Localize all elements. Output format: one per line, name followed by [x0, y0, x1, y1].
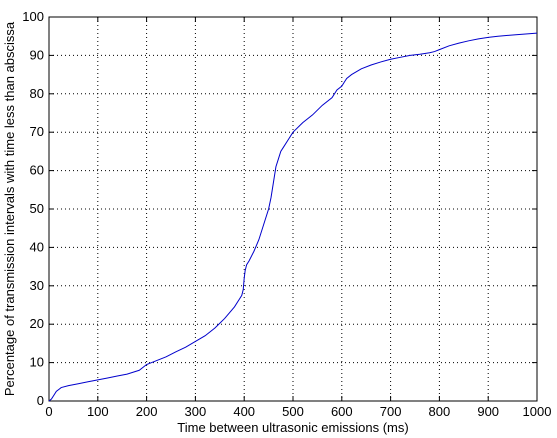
- x-tick-label: 0: [45, 404, 52, 419]
- y-tick-label: 20: [30, 316, 44, 331]
- x-tick-label: 800: [429, 404, 451, 419]
- y-tick-label: 40: [30, 239, 44, 254]
- y-tick-label: 100: [22, 9, 44, 24]
- x-tick-label: 1000: [523, 404, 552, 419]
- x-tick-label: 100: [87, 404, 109, 419]
- series-line: [48, 32, 538, 402]
- x-axis-label: Time between ultrasonic emissions (ms): [177, 420, 408, 435]
- x-tick-label: 400: [233, 404, 255, 419]
- x-tick-label: 300: [185, 404, 207, 419]
- y-tick-label: 0: [37, 393, 44, 408]
- y-tick-labels: 0 10 20 30 40 50 60 70 80 90 100: [22, 9, 44, 408]
- y-tick-label: 90: [30, 47, 44, 62]
- y-tick-label: 70: [30, 124, 44, 139]
- x-tick-label: 600: [331, 404, 353, 419]
- y-axis-label: Percentage of transmission intervals wit…: [2, 21, 17, 396]
- x-tick-label: 900: [477, 404, 499, 419]
- y-tick-label: 30: [30, 278, 44, 293]
- x-tick-label: 200: [136, 404, 158, 419]
- x-tick-label: 500: [282, 404, 304, 419]
- y-tick-label: 60: [30, 163, 44, 178]
- y-tick-label: 10: [30, 355, 44, 370]
- x-tick-label: 700: [380, 404, 402, 419]
- y-tick-label: 50: [30, 201, 44, 216]
- grid-lines: [49, 17, 537, 401]
- y-tick-label: 80: [30, 86, 44, 101]
- x-tick-labels: 0 100 200 300 400 500 600 700 800 900 1000: [45, 404, 551, 419]
- axis-ticks: [48, 16, 538, 402]
